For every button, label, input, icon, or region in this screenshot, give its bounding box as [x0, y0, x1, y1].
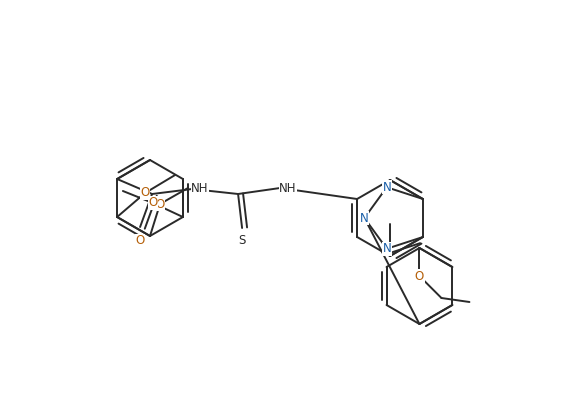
Text: O: O: [140, 187, 150, 200]
Text: N: N: [382, 181, 391, 194]
Text: N: N: [360, 212, 369, 225]
Text: NH: NH: [191, 183, 209, 196]
Text: N: N: [382, 242, 391, 255]
Text: O: O: [155, 198, 165, 210]
Text: O: O: [136, 234, 145, 248]
Text: NH: NH: [280, 181, 297, 194]
Text: O: O: [148, 196, 158, 210]
Text: O: O: [415, 269, 424, 282]
Text: S: S: [238, 234, 246, 248]
